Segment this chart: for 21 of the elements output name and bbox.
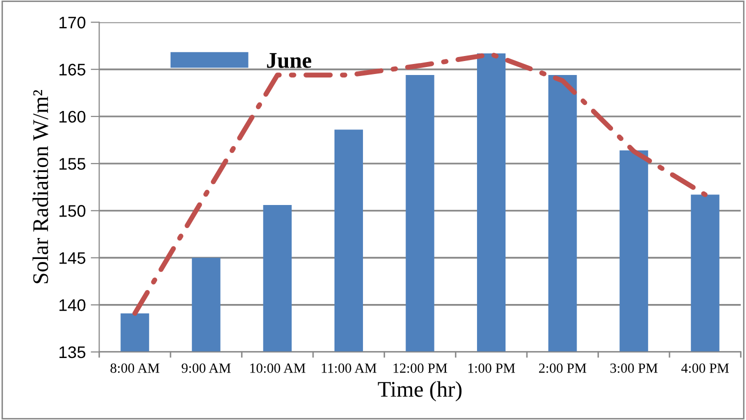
legend-label: June <box>267 53 312 68</box>
y-tick-label: 160 <box>59 110 86 123</box>
x-tick-label: 9:00 AM <box>182 363 231 373</box>
line-series <box>132 52 708 316</box>
x-tick-label: 12:00 PM <box>394 363 448 373</box>
x-tick-label: 2:00 PM <box>539 363 586 373</box>
y-tick-label: 165 <box>59 64 86 76</box>
y-tick-label: 135 <box>59 346 86 358</box>
x-tick-label: 8:00 AM <box>110 363 160 373</box>
x-tick-label: 1:00 PM <box>468 363 515 373</box>
x-axis-title: Time (hr) <box>378 381 462 402</box>
x-tick-label: 4:00 PM <box>681 363 729 373</box>
y-tick-label: 170 <box>59 16 86 28</box>
x-tick-label: 11:00 AM <box>322 363 376 373</box>
x-tick-label: 3:00 PM <box>610 363 658 373</box>
y-tick-label: 145 <box>59 252 86 264</box>
x-tick-label: 10:00 AM <box>250 363 306 373</box>
y-tick-label: 150 <box>59 205 86 217</box>
y-axis-title: Solar Radiation W/m² <box>32 90 48 284</box>
y-tick-label: 140 <box>59 299 86 312</box>
y-tick-label: 155 <box>59 158 86 170</box>
